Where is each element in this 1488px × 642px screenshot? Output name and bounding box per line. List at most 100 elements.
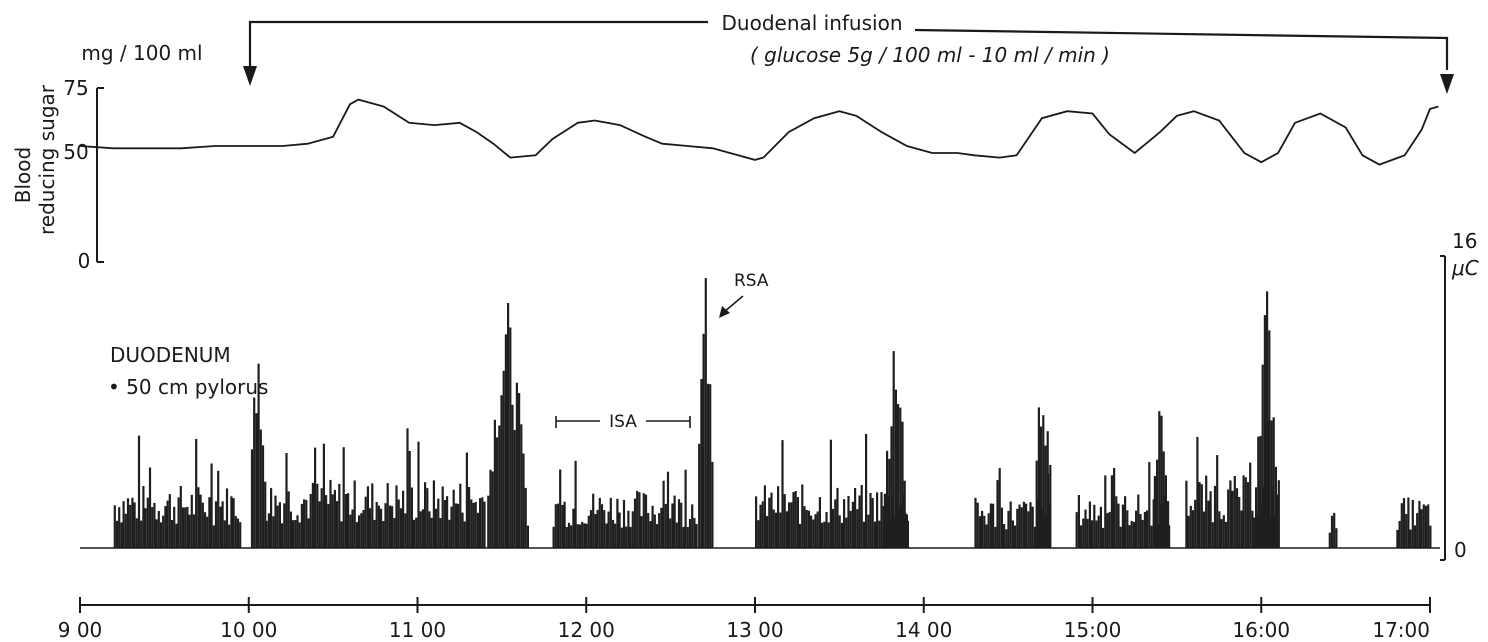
- activity-bar: [693, 517, 696, 548]
- activity-bar: [858, 495, 861, 548]
- activity-bar: [763, 485, 766, 548]
- activity-bar: [1244, 477, 1247, 548]
- activity-bar: [274, 495, 277, 548]
- activity-bar: [985, 524, 988, 548]
- activity-bar: [322, 443, 325, 548]
- activity-bar: [1251, 510, 1254, 548]
- activity-bar: [888, 458, 891, 548]
- activity-bar: [1016, 508, 1019, 548]
- activity-bar: [607, 511, 610, 548]
- activity-bar: [552, 526, 555, 548]
- activity-bar: [644, 494, 648, 548]
- isa-label-bg: [600, 412, 646, 430]
- activity-bar: [978, 516, 981, 548]
- activity-bar: [803, 506, 806, 548]
- activity-bar: [1088, 501, 1091, 548]
- activity-bar: [1167, 501, 1170, 548]
- activity-bar: [393, 518, 396, 548]
- activity-bar: [901, 421, 904, 548]
- activity-bar: [1229, 480, 1232, 548]
- activity-bar: [463, 521, 466, 548]
- activity-bar: [854, 488, 857, 548]
- activity-bar: [1191, 510, 1195, 548]
- activity-bar: [1106, 513, 1109, 548]
- activity-bar: [649, 521, 652, 548]
- activity-bar: [131, 497, 134, 548]
- activity-bar: [1277, 494, 1280, 548]
- activity-bar: [1418, 500, 1421, 548]
- activity-bar: [1429, 525, 1432, 548]
- activity-bar: [1146, 510, 1149, 548]
- activity-bar: [761, 501, 764, 548]
- activity-bar: [1115, 496, 1118, 548]
- activity-bar: [164, 506, 167, 548]
- activity-bar: [666, 471, 670, 548]
- activity-bar: [1240, 510, 1243, 548]
- activity-bar: [871, 498, 874, 548]
- activity-bar: [905, 514, 908, 548]
- activity-bar: [851, 501, 854, 548]
- activity-bar: [1099, 506, 1102, 548]
- activity-bar: [983, 515, 986, 548]
- uc-unit: μC: [1451, 256, 1479, 280]
- activity-bar: [698, 443, 701, 548]
- activity-bar: [1080, 525, 1083, 548]
- activity-bar: [1093, 504, 1096, 548]
- activity-bar: [682, 526, 685, 548]
- activity-bar: [653, 514, 656, 548]
- activity-bar: [230, 496, 233, 548]
- activity-bar: [188, 514, 191, 548]
- activity-bar: [441, 486, 444, 548]
- activity-bar: [481, 497, 484, 548]
- activity-bar: [669, 518, 672, 548]
- activity-bar: [680, 502, 683, 548]
- uc-tick-label-0: 0: [1454, 538, 1467, 562]
- activity-bar: [144, 508, 147, 548]
- activity-bar: [457, 503, 460, 548]
- activity-bar: [897, 404, 900, 548]
- activity-bar: [790, 502, 793, 548]
- activity-bar: [137, 435, 141, 548]
- activity-bar: [366, 486, 369, 548]
- activity-bar: [1102, 527, 1105, 548]
- activity-bar: [1266, 291, 1269, 548]
- activity-bar: [1416, 513, 1419, 548]
- activity-bar: [1164, 475, 1167, 548]
- activity-bar: [1022, 501, 1025, 548]
- activity-bar: [124, 513, 127, 548]
- activity-bar: [651, 505, 654, 548]
- blood-sugar-unit: mg / 100 ml: [81, 41, 202, 65]
- activity-bar: [823, 521, 826, 548]
- activity-bar: [206, 516, 209, 548]
- activity-bar: [500, 395, 503, 548]
- activity-bar: [1040, 426, 1043, 548]
- activity-bar: [1209, 491, 1212, 548]
- activity-bar: [684, 469, 687, 548]
- activity-bar: [239, 522, 242, 548]
- y-tick-label-50: 50: [63, 140, 88, 164]
- activity-bar: [364, 496, 367, 548]
- activity-bar: [572, 508, 575, 548]
- activity-bar: [1200, 484, 1203, 548]
- activity-bar: [856, 509, 859, 548]
- time-axis: 9 00 10 00 11 00 12 00 13 00 14 00 15:00 16:00 1…: [58, 597, 1431, 642]
- activity-bar: [384, 503, 387, 548]
- activity-bar: [631, 511, 634, 548]
- activity-bar: [459, 483, 462, 548]
- activity-bar: [880, 492, 883, 548]
- activity-bar: [1126, 510, 1129, 548]
- activity-bar: [1246, 482, 1250, 548]
- activity-bar: [203, 512, 207, 548]
- activity-bar: [589, 510, 593, 548]
- activity-bar: [264, 481, 267, 548]
- activity-bar: [168, 494, 171, 548]
- activity-bar: [113, 505, 116, 548]
- activity-bar: [1205, 475, 1208, 548]
- activity-bar: [779, 512, 782, 548]
- activity-bar: [892, 351, 895, 548]
- activity-bar: [1328, 532, 1331, 548]
- activity-bar: [849, 510, 852, 548]
- activity-bar: [1218, 511, 1221, 548]
- activity-bar: [1424, 505, 1428, 548]
- activity-bar: [338, 483, 341, 548]
